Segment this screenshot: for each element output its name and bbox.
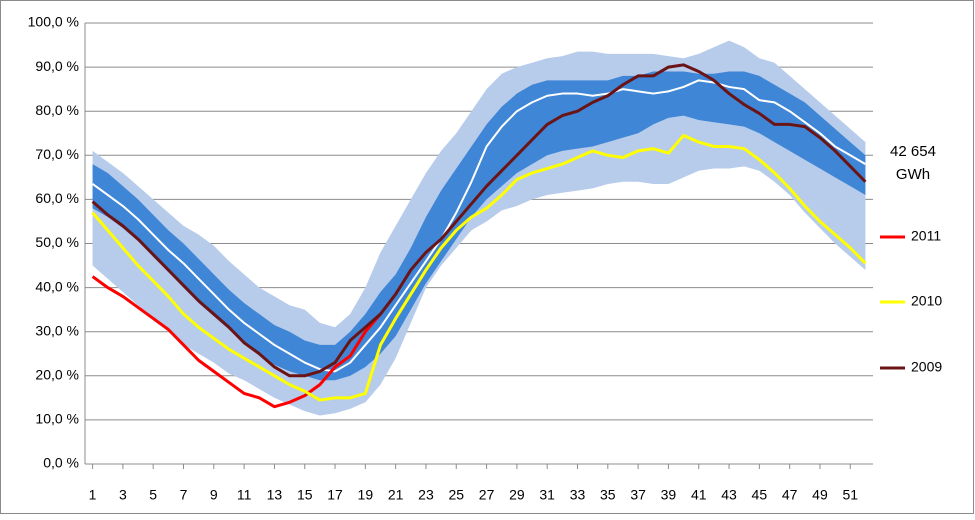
series-line [91, 63, 867, 378]
x-tick-label: 35 [600, 487, 616, 503]
x-tick-label: 47 [782, 487, 798, 503]
legend-label: 2011 [911, 228, 941, 244]
y-tick-label: 0,0 % [43, 455, 79, 471]
x-tick-label: 33 [570, 487, 586, 503]
y-tick-label: 90,0 % [35, 58, 79, 74]
legend-label: 2010 [911, 293, 942, 309]
x-tick-label: 45 [752, 487, 768, 503]
x-tick-label: 1 [89, 487, 97, 503]
y-tick-label: 40,0 % [35, 278, 79, 294]
legend-label: 2009 [911, 359, 942, 375]
y-tick-label: 60,0 % [35, 190, 79, 206]
y-tick-label: 100,0 % [28, 14, 79, 30]
x-tick-label: 13 [267, 487, 283, 503]
x-tick-label: 15 [297, 487, 313, 503]
x-tick-label: 21 [388, 487, 404, 503]
x-tick-label: 27 [479, 487, 495, 503]
annotation: 42 654 [890, 143, 936, 160]
x-tick-label: 49 [812, 487, 828, 503]
x-tick-label: 37 [630, 487, 646, 503]
x-tick-label: 39 [661, 487, 677, 503]
y-tick-label: 30,0 % [35, 322, 79, 338]
x-tick-label: 9 [210, 487, 218, 503]
y-tick-label: 70,0 % [35, 146, 79, 162]
series-line [91, 275, 382, 409]
annotation: GWh [896, 166, 930, 183]
x-tick-label: 11 [237, 487, 252, 503]
x-tick-label: 5 [149, 487, 157, 503]
x-tick-label: 43 [721, 487, 737, 503]
median-line [91, 79, 866, 373]
y-tick-label: 10,0 % [35, 411, 79, 427]
x-tick-label: 7 [180, 487, 188, 503]
y-tick-label: 80,0 % [35, 102, 79, 118]
y-tick-label: 20,0 % [35, 367, 79, 383]
x-tick-label: 23 [418, 487, 434, 503]
x-tick-label: 31 [539, 487, 555, 503]
x-tick-label: 29 [509, 487, 525, 503]
series-line [91, 133, 867, 402]
x-tick-label: 41 [691, 487, 707, 503]
x-tick-label: 19 [358, 487, 374, 503]
band [92, 40, 866, 416]
band [92, 71, 866, 381]
y-tick-label: 50,0 % [35, 234, 79, 250]
x-tick-label: 51 [842, 487, 858, 503]
x-tick-label: 3 [119, 487, 127, 503]
x-tick-label: 25 [448, 487, 464, 503]
x-tick-label: 17 [327, 487, 343, 503]
